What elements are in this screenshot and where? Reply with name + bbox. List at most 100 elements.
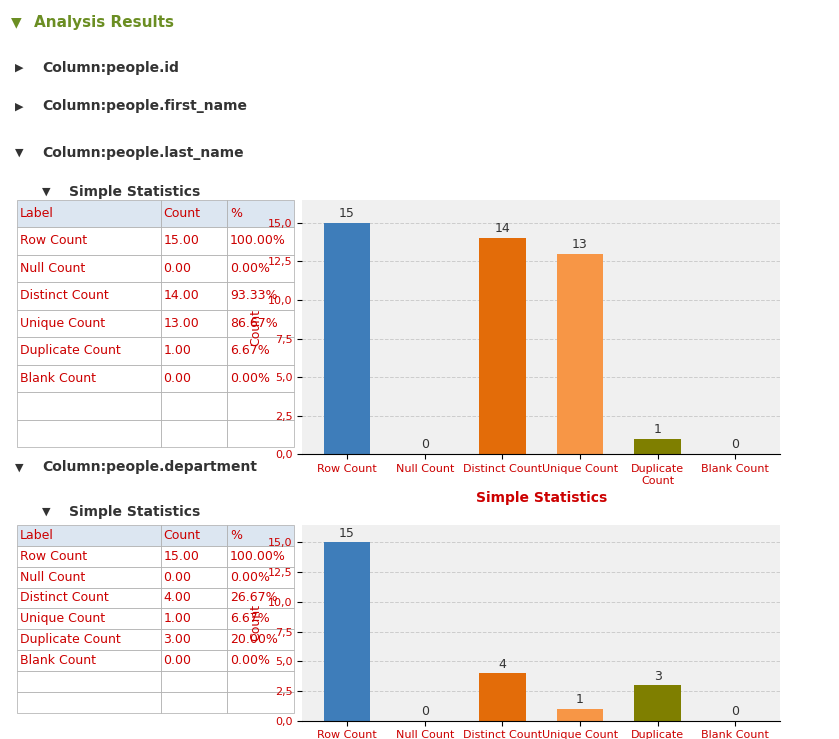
Text: Null Count: Null Count <box>19 262 85 275</box>
Text: ▼: ▼ <box>42 507 50 517</box>
Bar <box>17 200 161 227</box>
X-axis label: Simple Statistics: Simple Statistics <box>476 491 607 505</box>
Bar <box>161 337 227 364</box>
Bar <box>227 567 294 588</box>
Text: Column:people.first_name: Column:people.first_name <box>42 100 247 113</box>
Text: 1: 1 <box>654 423 661 436</box>
Text: Column:people.last_name: Column:people.last_name <box>42 146 243 160</box>
Bar <box>227 310 294 337</box>
Text: 0.00%: 0.00% <box>230 372 270 385</box>
Bar <box>227 525 294 545</box>
Bar <box>17 282 161 310</box>
Bar <box>227 282 294 310</box>
Bar <box>227 692 294 713</box>
Text: 1.00: 1.00 <box>164 344 191 358</box>
Bar <box>227 545 294 567</box>
Bar <box>17 337 161 364</box>
Text: 100.00%: 100.00% <box>230 234 286 248</box>
Bar <box>161 282 227 310</box>
Text: ▼: ▼ <box>42 187 50 197</box>
Text: Simple Statistics: Simple Statistics <box>69 505 200 519</box>
Text: 0.00: 0.00 <box>164 654 191 667</box>
Text: 3: 3 <box>654 670 661 683</box>
Text: Null Count: Null Count <box>19 571 85 584</box>
Bar <box>557 709 603 721</box>
Bar <box>227 337 294 364</box>
Bar <box>227 364 294 392</box>
Text: ▼: ▼ <box>15 463 23 472</box>
Text: 15: 15 <box>339 207 355 219</box>
Text: 13: 13 <box>572 237 588 251</box>
Bar <box>227 254 294 282</box>
Text: ▼: ▼ <box>12 16 22 29</box>
Bar <box>227 671 294 692</box>
Bar <box>557 253 603 454</box>
Bar <box>227 608 294 630</box>
Text: Label: Label <box>19 207 54 219</box>
Text: Duplicate Count: Duplicate Count <box>19 633 120 647</box>
Text: 20.00%: 20.00% <box>230 633 278 647</box>
Text: 0.00%: 0.00% <box>230 571 270 584</box>
Text: Analysis Results: Analysis Results <box>34 15 175 30</box>
Text: Row Count: Row Count <box>19 550 86 562</box>
Text: ▼: ▼ <box>15 148 23 158</box>
Bar <box>17 692 161 713</box>
Bar <box>324 222 370 454</box>
Text: Column:people.id: Column:people.id <box>42 61 179 75</box>
Text: Distinct Count: Distinct Count <box>19 289 108 302</box>
Text: 4.00: 4.00 <box>164 591 191 605</box>
Bar <box>17 525 161 545</box>
Bar <box>634 439 681 454</box>
Bar <box>227 650 294 671</box>
Bar <box>17 545 161 567</box>
Text: 0.00: 0.00 <box>164 262 191 275</box>
Text: Distinct Count: Distinct Count <box>19 591 108 605</box>
Bar <box>479 673 525 721</box>
Text: 100.00%: 100.00% <box>230 550 286 562</box>
Bar <box>161 650 227 671</box>
Bar <box>161 692 227 713</box>
Text: 13.00: 13.00 <box>164 317 200 330</box>
Bar <box>227 420 294 447</box>
Text: 6.67%: 6.67% <box>230 613 269 625</box>
Y-axis label: Count: Count <box>249 308 262 346</box>
Text: 1: 1 <box>576 693 584 706</box>
Text: Count: Count <box>164 207 201 219</box>
Text: Count: Count <box>164 528 201 542</box>
Text: 3.00: 3.00 <box>164 633 191 647</box>
Bar <box>17 254 161 282</box>
Bar <box>324 542 370 721</box>
Text: Column:people.department: Column:people.department <box>42 460 257 474</box>
Bar <box>161 227 227 254</box>
Text: 0.00%: 0.00% <box>230 654 270 667</box>
Text: 0: 0 <box>732 705 739 718</box>
Text: ▶: ▶ <box>15 63 23 72</box>
Text: 1.00: 1.00 <box>164 613 191 625</box>
Bar <box>161 525 227 545</box>
Bar <box>161 310 227 337</box>
Text: Duplicate Count: Duplicate Count <box>19 344 120 358</box>
Y-axis label: Count: Count <box>249 604 262 641</box>
Bar <box>227 392 294 420</box>
Bar <box>161 254 227 282</box>
Bar <box>17 630 161 650</box>
Bar <box>161 392 227 420</box>
Bar <box>227 200 294 227</box>
Bar <box>17 310 161 337</box>
Bar <box>634 685 681 721</box>
Text: Simple Statistics: Simple Statistics <box>69 185 200 199</box>
Bar <box>161 588 227 608</box>
Text: 0: 0 <box>420 438 429 452</box>
Bar <box>17 671 161 692</box>
Bar <box>161 545 227 567</box>
Bar <box>161 200 227 227</box>
Text: 0: 0 <box>732 438 739 452</box>
Text: 26.67%: 26.67% <box>230 591 278 605</box>
Text: ▶: ▶ <box>15 101 23 112</box>
Text: Unique Count: Unique Count <box>19 317 105 330</box>
Text: 15.00: 15.00 <box>164 550 200 562</box>
Text: Unique Count: Unique Count <box>19 613 105 625</box>
Bar <box>227 588 294 608</box>
Text: 86.67%: 86.67% <box>230 317 278 330</box>
Text: 0: 0 <box>420 705 429 718</box>
